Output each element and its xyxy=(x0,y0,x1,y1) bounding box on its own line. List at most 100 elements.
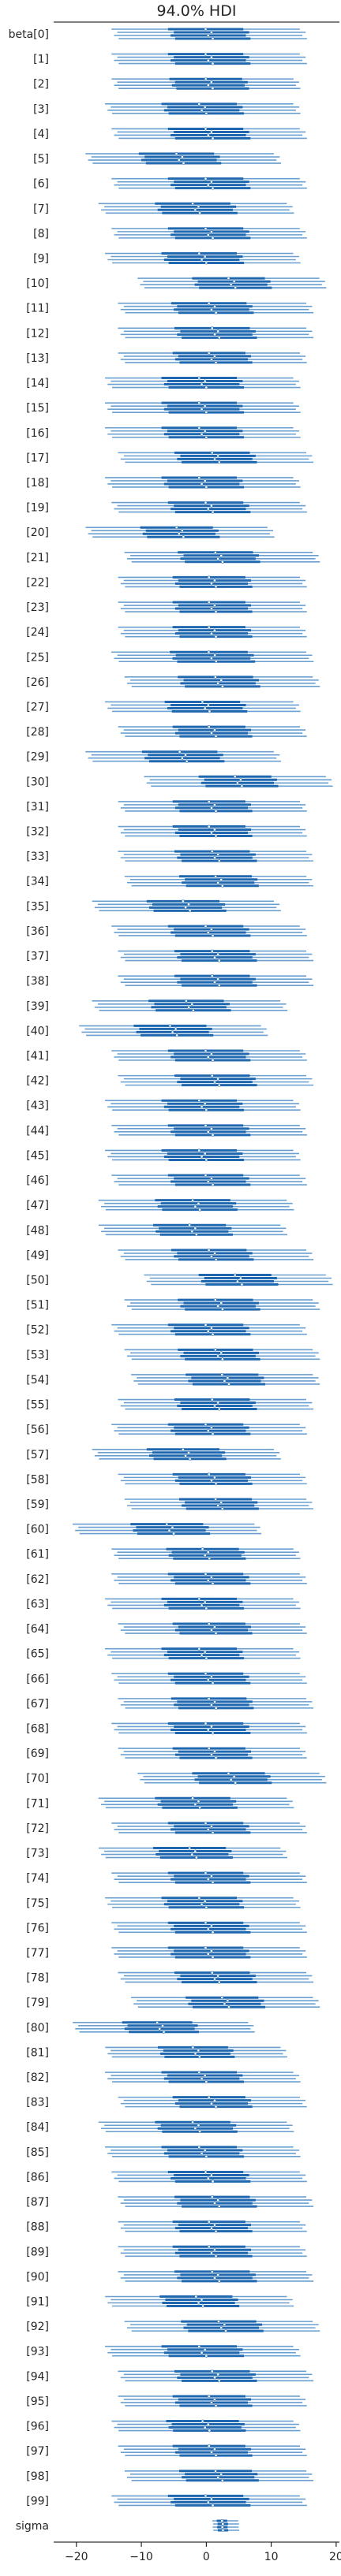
median-point xyxy=(194,1233,198,1237)
median-point xyxy=(197,376,201,380)
parameter-label: [76] xyxy=(26,1922,49,1934)
median-point xyxy=(210,2401,213,2404)
median-point xyxy=(210,631,213,635)
median-point xyxy=(213,550,217,554)
parameter-row: [29] xyxy=(26,750,281,764)
x-axis: −20 −10 0 10 20 xyxy=(65,2542,341,2563)
median-point xyxy=(210,130,213,134)
median-point xyxy=(213,981,216,985)
parameter-row: [65] xyxy=(26,1647,301,1661)
parameter-row: [7] xyxy=(33,202,294,215)
median-point xyxy=(213,457,216,461)
parameter-label: [48] xyxy=(26,1224,49,1237)
median-point xyxy=(204,1108,208,1112)
median-point xyxy=(219,678,223,682)
median-point xyxy=(210,731,213,735)
median-point xyxy=(203,255,207,259)
median-point xyxy=(210,1177,213,1180)
parameter-row: [73] xyxy=(26,1846,288,1860)
parameter-row: [5] xyxy=(33,152,281,166)
median-point xyxy=(223,2002,227,2006)
median-point xyxy=(210,326,214,330)
median-point xyxy=(180,529,184,533)
median-point xyxy=(216,1401,220,1405)
parameter-label: [9] xyxy=(33,252,49,265)
parameter-label: [74] xyxy=(26,1872,49,1885)
median-point xyxy=(224,2329,227,2333)
parameter-row: [72] xyxy=(26,1822,307,1835)
median-point xyxy=(175,1033,179,1037)
median-point xyxy=(214,810,218,813)
median-point xyxy=(216,880,220,884)
parameter-row: [64] xyxy=(26,1622,307,1636)
median-point xyxy=(214,610,218,613)
median-point xyxy=(197,2055,201,2059)
median-point xyxy=(203,2425,207,2429)
median-point xyxy=(204,1946,208,1949)
median-point xyxy=(213,2202,216,2205)
median-point xyxy=(207,2220,211,2224)
median-point xyxy=(210,307,213,311)
parameter-label: [59] xyxy=(26,1498,49,1511)
parameter-label: [79] xyxy=(26,1997,49,2009)
median-point xyxy=(207,1696,211,1700)
median-point xyxy=(213,1298,217,1302)
median-point xyxy=(233,775,237,779)
median-point xyxy=(211,236,215,240)
median-point xyxy=(197,1148,201,1152)
parameter-label: [34] xyxy=(26,876,49,888)
parameter-row: [80] xyxy=(26,2020,255,2034)
parameter-row: [47] xyxy=(26,1198,294,1212)
median-point xyxy=(216,329,220,333)
median-point xyxy=(210,451,214,455)
median-point xyxy=(156,2020,159,2024)
parameter-label: [2] xyxy=(33,78,49,91)
median-point xyxy=(210,1326,213,1330)
median-point xyxy=(214,660,218,664)
median-point xyxy=(208,2429,212,2433)
median-point xyxy=(213,2448,216,2451)
median-point xyxy=(200,108,204,112)
parameter-row: [74] xyxy=(26,1871,307,1885)
median-point xyxy=(207,625,211,629)
median-point xyxy=(203,1554,207,1558)
median-point xyxy=(210,1971,214,1975)
median-point xyxy=(214,2404,218,2407)
median-point xyxy=(210,504,213,508)
median-point xyxy=(181,1447,185,1451)
parameter-row: [44] xyxy=(26,1123,307,1137)
median-point xyxy=(206,507,210,511)
median-point xyxy=(197,2301,200,2305)
median-point xyxy=(191,1796,194,1800)
median-point xyxy=(213,1977,216,1981)
parameter-label: [84] xyxy=(26,2121,49,2134)
median-point xyxy=(204,1049,208,1052)
parameter-row: [48] xyxy=(26,1223,288,1237)
parameter-label: [18] xyxy=(26,477,49,490)
median-point xyxy=(200,2351,204,2355)
median-point xyxy=(216,977,220,981)
parameter-row: sigma xyxy=(16,2519,240,2533)
median-point xyxy=(191,2120,194,2124)
median-point xyxy=(206,1055,210,1059)
median-point xyxy=(200,2077,204,2080)
median-point xyxy=(204,1572,208,1576)
parameter-row: [91] xyxy=(26,2295,294,2309)
parameter-row: [13] xyxy=(26,352,307,365)
median-point xyxy=(204,435,208,439)
median-point xyxy=(203,105,207,109)
median-point xyxy=(214,361,218,364)
median-point xyxy=(200,1105,204,1109)
median-point xyxy=(204,2354,208,2358)
parameter-row: [22] xyxy=(26,575,307,589)
median-point xyxy=(188,1223,192,1227)
parameter-row: [89] xyxy=(26,2245,307,2258)
parameter-label: [24] xyxy=(26,627,49,639)
median-point xyxy=(203,404,207,408)
parameter-row: [99] xyxy=(26,2494,307,2507)
parameter-label: [89] xyxy=(26,2246,49,2258)
median-point xyxy=(213,803,216,806)
parameter-row: [55] xyxy=(26,1398,314,1412)
parameter-row: [81] xyxy=(26,2046,287,2059)
parameter-row: [39] xyxy=(26,999,288,1013)
